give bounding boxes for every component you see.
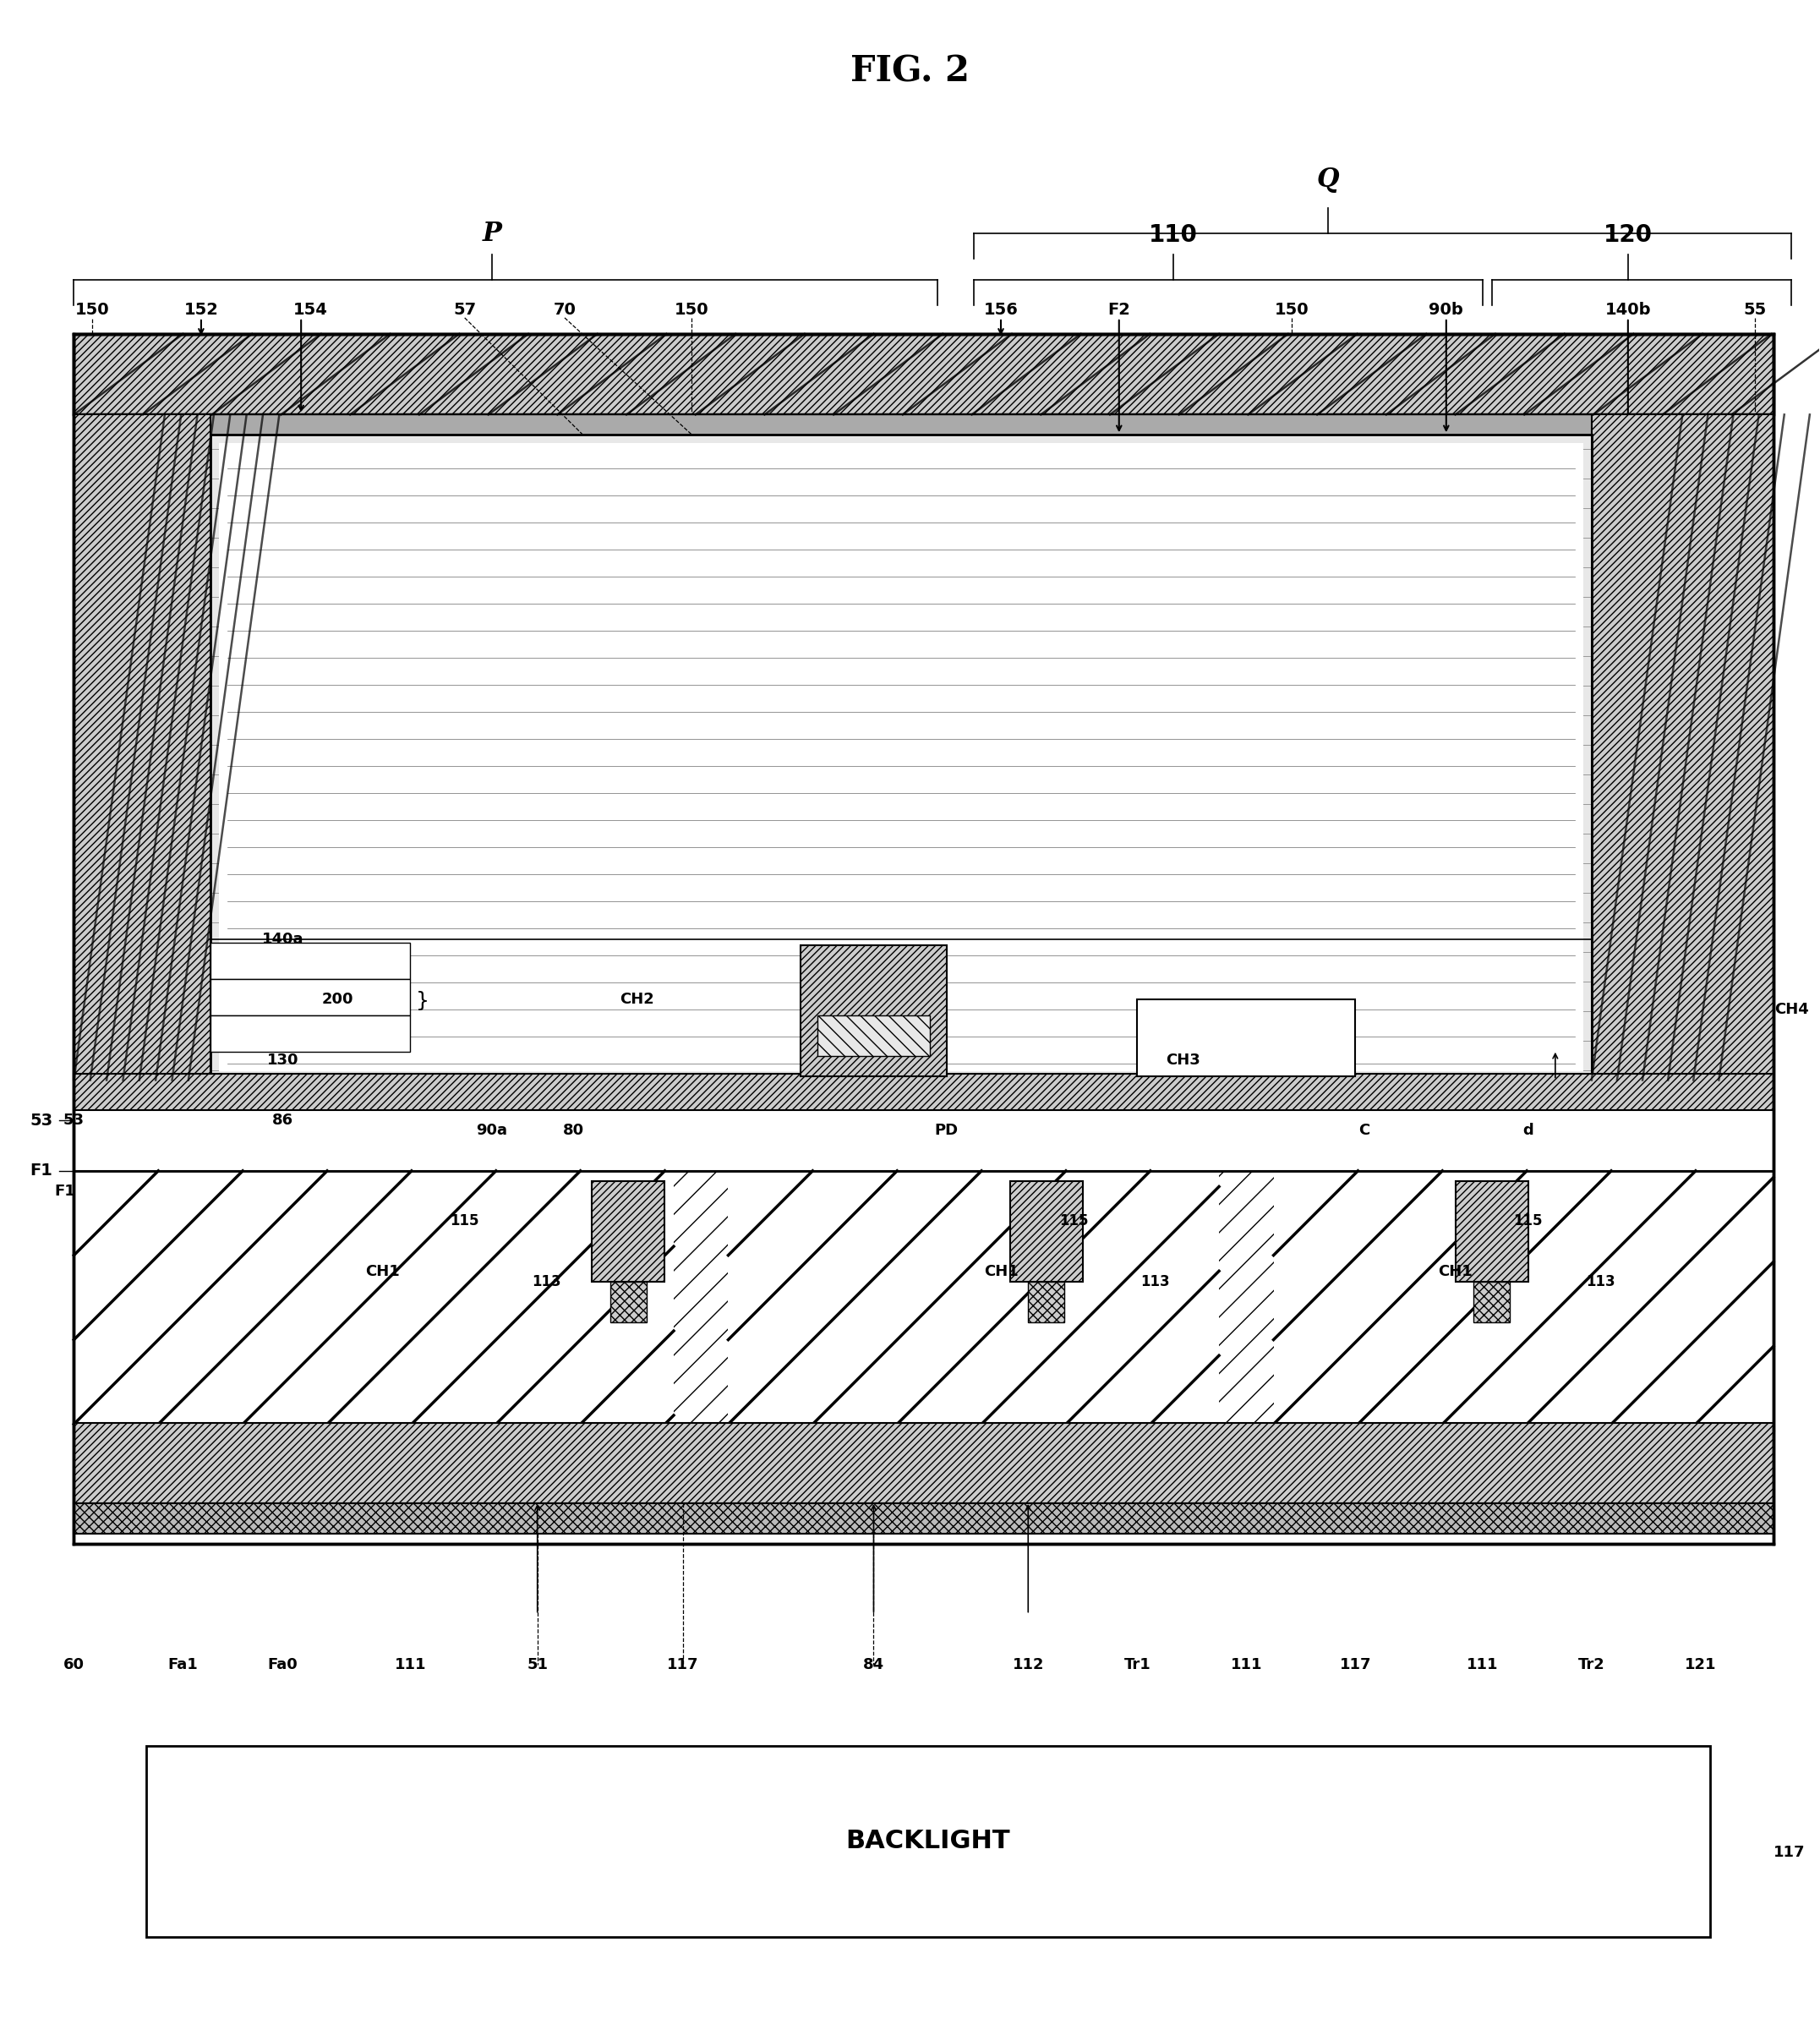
Text: 55: 55	[1744, 301, 1767, 317]
Text: 115: 115	[1059, 1213, 1088, 1230]
Bar	[209, 943, 410, 979]
Bar	[592, 1181, 664, 1282]
Text: 150: 150	[75, 301, 109, 317]
Text: 117: 117	[1340, 1658, 1370, 1672]
Text: 53: 53	[64, 1112, 84, 1129]
Bar	[1010, 1181, 1083, 1282]
Text: BACKLIGHT: BACKLIGHT	[846, 1829, 1010, 1853]
Text: 115: 115	[450, 1213, 479, 1230]
Bar	[75, 1074, 1773, 1110]
Bar	[75, 1423, 1773, 1504]
Text: CH1: CH1	[983, 1264, 1017, 1280]
Text: FIG. 2: FIG. 2	[850, 55, 970, 89]
Text: 156: 156	[983, 301, 1017, 317]
Text: Tr2: Tr2	[1578, 1658, 1605, 1672]
Text: 140a: 140a	[262, 931, 304, 947]
Bar	[75, 1504, 1773, 1534]
Text: 84: 84	[863, 1658, 885, 1672]
Text: 113: 113	[531, 1274, 561, 1290]
Text: CH1: CH1	[1438, 1264, 1472, 1280]
Text: 70: 70	[553, 301, 575, 317]
Text: Q: Q	[1318, 166, 1340, 192]
Text: PD: PD	[934, 1123, 959, 1139]
Text: F1: F1	[29, 1163, 53, 1179]
Text: 140b: 140b	[1605, 301, 1651, 317]
Text: 110: 110	[1148, 224, 1198, 246]
Text: CH1: CH1	[366, 1264, 400, 1280]
Text: F1: F1	[55, 1183, 75, 1199]
Bar	[147, 1746, 1709, 1936]
Text: 152: 152	[184, 301, 218, 317]
Text: 113: 113	[1141, 1274, 1170, 1290]
Bar	[1474, 1282, 1511, 1322]
Text: 111: 111	[1230, 1658, 1261, 1672]
Bar	[1456, 1181, 1529, 1282]
Text: d: d	[1523, 1123, 1534, 1139]
Bar	[801, 945, 946, 1076]
Bar	[75, 434, 1773, 1080]
Text: Fa0: Fa0	[268, 1658, 298, 1672]
Bar	[75, 414, 1773, 434]
Text: 112: 112	[1012, 1658, 1045, 1672]
Text: 150: 150	[675, 301, 710, 317]
Text: 51: 51	[526, 1658, 548, 1672]
Text: 111: 111	[395, 1658, 426, 1672]
Text: 53: 53	[29, 1112, 53, 1129]
Bar	[209, 434, 1592, 1080]
Bar	[1274, 1171, 1773, 1433]
Text: CH3: CH3	[1165, 1052, 1199, 1068]
Text: F2: F2	[1108, 301, 1130, 317]
Text: 121: 121	[1685, 1658, 1716, 1672]
Bar	[817, 1016, 930, 1056]
Bar	[75, 333, 1773, 414]
Text: CH4: CH4	[1774, 1001, 1809, 1018]
Text: 130: 130	[268, 1052, 298, 1068]
Text: 150: 150	[1274, 301, 1309, 317]
Text: 86: 86	[273, 1112, 293, 1129]
Bar	[610, 1282, 646, 1322]
Bar	[218, 444, 1583, 1072]
Text: 90b: 90b	[1429, 301, 1463, 317]
Text: C: C	[1360, 1123, 1370, 1139]
Bar	[75, 333, 1773, 1545]
Text: P: P	[482, 220, 502, 246]
Text: 57: 57	[453, 301, 477, 317]
Text: CH2: CH2	[621, 991, 655, 1007]
Text: 80: 80	[562, 1123, 584, 1139]
Bar	[1028, 1282, 1065, 1322]
Text: 60: 60	[64, 1658, 84, 1672]
Text: 154: 154	[293, 301, 328, 317]
Text: 115: 115	[1514, 1213, 1543, 1230]
Text: }: }	[415, 991, 430, 1012]
Text: 200: 200	[322, 991, 353, 1007]
Text: 120: 120	[1603, 224, 1653, 246]
Text: 113: 113	[1585, 1274, 1616, 1290]
Bar	[728, 1171, 1219, 1433]
Bar	[1592, 414, 1773, 1080]
Text: Fa1: Fa1	[167, 1658, 198, 1672]
Bar	[75, 1171, 673, 1433]
Text: 90a: 90a	[477, 1123, 508, 1139]
Text: 117: 117	[1773, 1845, 1805, 1859]
Bar	[1138, 999, 1356, 1076]
Text: 111: 111	[1467, 1658, 1498, 1672]
Text: Tr1: Tr1	[1123, 1658, 1150, 1672]
Bar	[209, 1016, 410, 1052]
Bar	[75, 414, 209, 1080]
Bar	[209, 979, 410, 1016]
Bar	[75, 1171, 1773, 1433]
Text: 117: 117	[666, 1658, 699, 1672]
